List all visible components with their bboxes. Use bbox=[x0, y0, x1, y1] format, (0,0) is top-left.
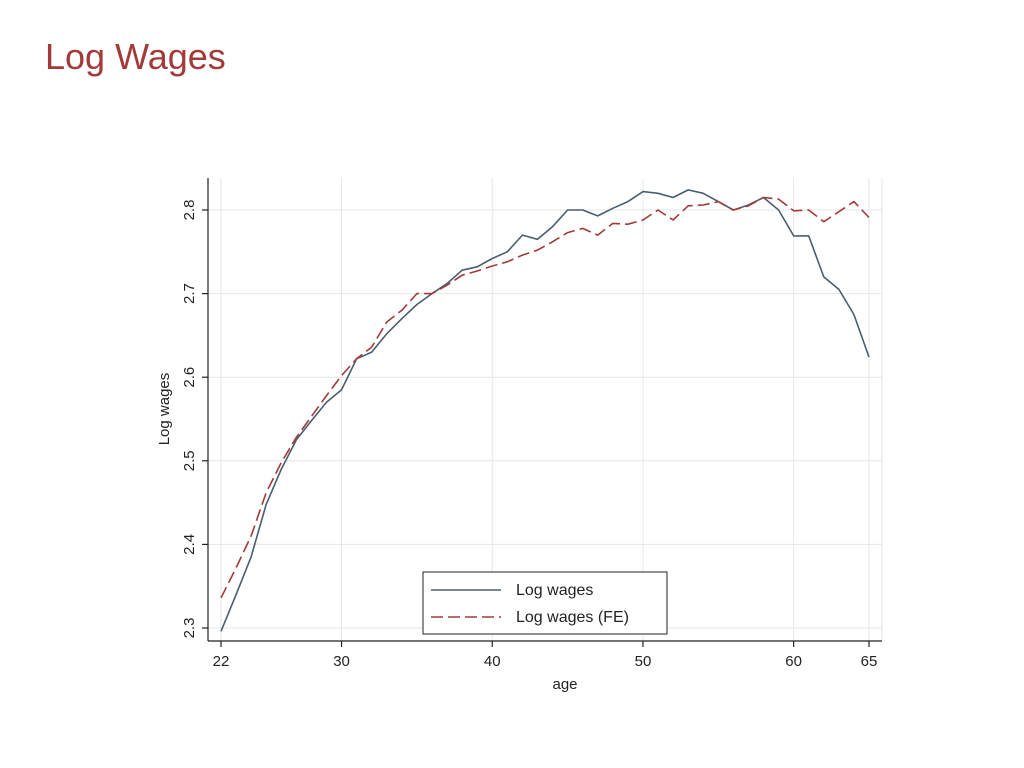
axes-layer: 2.3 2.4 2.5 2.6 2.7 2.8 22 30 40 50 60 65 age Log wag… bbox=[156, 178, 882, 693]
x-tick-label: 60 bbox=[785, 653, 802, 670]
y-tick-label: 2.4 bbox=[181, 534, 198, 555]
grid-layer bbox=[208, 178, 883, 641]
y-tick-label: 2.7 bbox=[181, 283, 198, 304]
series-line-2 bbox=[220, 196, 870, 599]
legend-box bbox=[422, 571, 668, 635]
y-tick-label: 2.6 bbox=[181, 367, 198, 388]
legend: Log wages Log wages (FE) bbox=[422, 571, 668, 635]
y-tick-label: 2.3 bbox=[181, 618, 198, 639]
x-tick-label: 50 bbox=[635, 653, 652, 670]
slide-title: Log Wages bbox=[45, 36, 226, 77]
series-layer bbox=[220, 189, 870, 632]
series-line-1 bbox=[220, 189, 870, 632]
x-axis-title: age bbox=[552, 676, 577, 693]
legend-label: Log wages bbox=[516, 582, 593, 599]
x-tick-label: 30 bbox=[333, 653, 350, 670]
x-tick-label: 22 bbox=[213, 653, 230, 670]
legend-label: Log wages (FE) bbox=[516, 609, 629, 626]
y-tick-label: 2.5 bbox=[181, 450, 198, 471]
y-tick-label: 2.8 bbox=[181, 200, 198, 221]
y-axis-title: Log wages bbox=[156, 373, 173, 446]
x-tick-label: 65 bbox=[861, 653, 878, 670]
x-tick-label: 40 bbox=[484, 653, 501, 670]
